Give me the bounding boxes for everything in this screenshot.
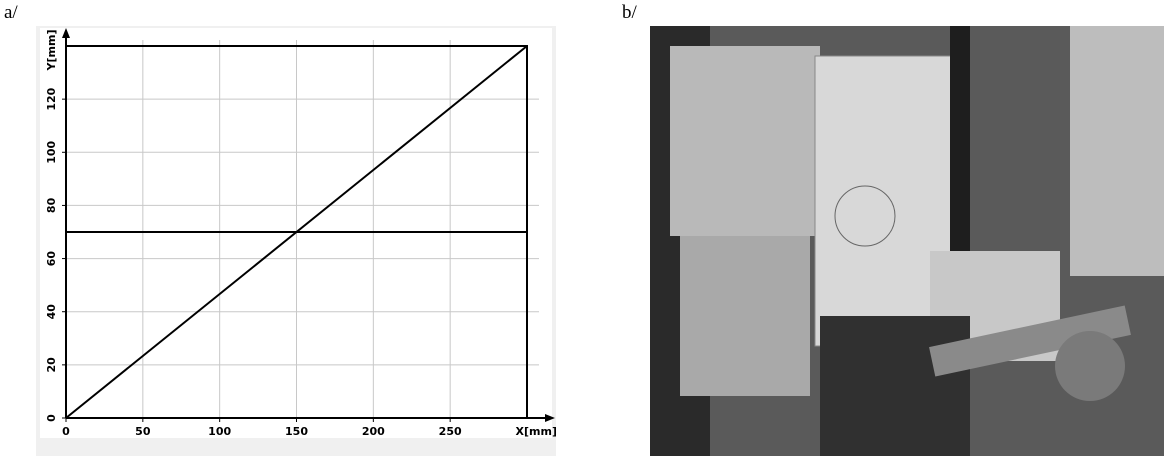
panel-label: b/ — [622, 2, 637, 24]
x-tick-label: 150 — [285, 425, 308, 438]
pulley — [1055, 331, 1125, 401]
x-tick-label: 250 — [439, 425, 462, 438]
x-tick-label: 50 — [135, 425, 151, 438]
x-tick-label: 0 — [62, 425, 70, 438]
x-tick-label: 200 — [362, 425, 385, 438]
y-tick-label: 20 — [45, 357, 58, 373]
base — [820, 316, 970, 456]
y-tick-label: 0 — [45, 414, 58, 422]
plate — [670, 46, 820, 236]
panel-label: a/ — [4, 2, 18, 24]
plate — [680, 236, 810, 396]
x-axis-label: X[mm] — [516, 425, 556, 438]
y-axis-label: Y[mm] — [45, 30, 58, 72]
figure: a/ b/ 0 50 100 150 200 250 0 20 40 60 80 100 120 X[mm… — [0, 0, 1166, 457]
photo — [650, 26, 1164, 456]
y-tick-label: 80 — [45, 197, 58, 213]
y-tick-label: 100 — [45, 140, 58, 163]
y-tick-label: 60 — [45, 251, 58, 267]
motor — [1070, 26, 1164, 276]
x-tick-label: 100 — [208, 425, 231, 438]
chart: 0 50 100 150 200 250 0 20 40 60 80 100 120 X[mm] Y[mm] — [36, 26, 556, 456]
y-tick-label: 120 — [45, 87, 58, 110]
y-tick-label: 40 — [45, 304, 58, 320]
